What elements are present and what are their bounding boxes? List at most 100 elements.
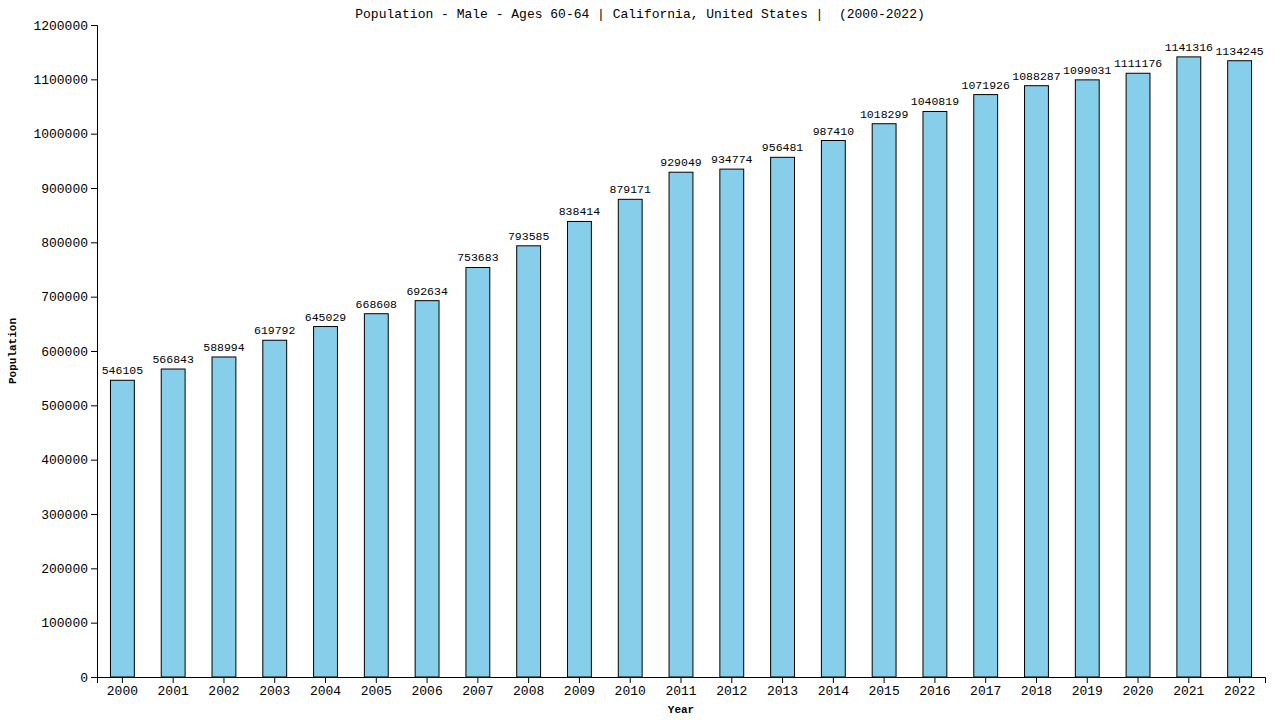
x-tick-mark: [1138, 677, 1139, 683]
data-label: 645029: [305, 311, 347, 324]
x-tick-label: 2007: [462, 684, 493, 699]
plot: 5461055668435889946197926450296686086926…: [33, 19, 1265, 700]
x-tick-mark: [274, 677, 275, 683]
y-tick-label: 600000: [41, 345, 88, 360]
y-tick: 300000: [41, 508, 97, 523]
x-tick-label: 2003: [259, 684, 290, 699]
x-tick: 2010: [615, 677, 646, 699]
y-tick-label: 0: [80, 671, 88, 686]
data-label: 1088287: [1012, 70, 1060, 83]
data-label: 956481: [762, 141, 804, 154]
x-tick-mark: [833, 677, 834, 683]
x-tick-mark: [731, 677, 732, 683]
x-tick-label: 2015: [869, 684, 900, 699]
x-tick-mark: [985, 677, 986, 683]
y-tick-mark: [91, 25, 97, 26]
x-tick-label: 2008: [513, 684, 544, 699]
x-tick-label: 2019: [1072, 684, 1103, 699]
x-tick: 2003: [259, 677, 290, 699]
data-label: 1018299: [860, 108, 908, 121]
data-label: 934774: [711, 153, 753, 166]
x-axis: 2000 2001 2002 2003 2004 2005 2006 2007 2008 2009…: [98, 677, 1266, 699]
x-tick-mark: [1188, 677, 1189, 683]
x-tick-label: 2014: [818, 684, 849, 699]
y-tick: 700000: [41, 290, 97, 305]
x-tick-mark: [782, 677, 783, 683]
bar: [1177, 57, 1201, 677]
data-label: 1141316: [1165, 41, 1213, 54]
x-tick: 2012: [716, 677, 747, 699]
x-tick-label: 2009: [564, 684, 595, 699]
x-tick-mark: [427, 677, 428, 683]
data-label: 566843: [152, 353, 194, 366]
data-label: 588994: [203, 341, 245, 354]
y-tick-mark: [91, 297, 97, 298]
bar: [821, 141, 845, 677]
y-tick-mark: [91, 460, 97, 461]
bar: [618, 199, 642, 677]
x-tick: 2005: [361, 677, 392, 699]
y-tick: 0: [80, 671, 97, 686]
x-tick-mark: [325, 677, 326, 683]
y-tick-label: 1000000: [33, 127, 88, 142]
x-tick: 2009: [564, 677, 595, 699]
y-tick: 100000: [41, 616, 97, 631]
bar: [212, 357, 236, 677]
x-tick: 2006: [411, 677, 442, 699]
x-tick-label: 2013: [767, 684, 798, 699]
data-label: 929049: [660, 156, 702, 169]
title: Population - Male - Ages 60-64 | Califor…: [355, 7, 925, 22]
data-label: 879171: [610, 183, 652, 196]
y-tick-label: 1100000: [33, 73, 88, 88]
bar: [110, 380, 134, 677]
x-tick-label: 2020: [1122, 684, 1153, 699]
data-label: 1134245: [1215, 45, 1263, 58]
y-tick: 600000: [41, 345, 97, 360]
x-tick: 2000: [107, 677, 138, 699]
bar: [923, 111, 947, 677]
bar: [314, 327, 338, 677]
x-tick-mark: [934, 677, 935, 683]
bar: [568, 221, 592, 677]
x-tick-label: 2002: [208, 684, 239, 699]
x-tick-mark: [173, 677, 174, 683]
x-tick: 2007: [462, 677, 493, 699]
x-tick-mark: [1036, 677, 1037, 683]
x-tick-label: 2006: [411, 684, 442, 699]
y-tick-mark: [91, 568, 97, 569]
y-tick-label: 1200000: [33, 19, 88, 34]
x-tick-mark: [1087, 677, 1088, 683]
bar: [974, 95, 998, 677]
x-tick-label: 2010: [615, 684, 646, 699]
x-tick-label: 2001: [158, 684, 189, 699]
chart: 5461055668435889946197926450296686086926…: [0, 0, 1280, 720]
y-tick-mark: [91, 623, 97, 624]
x-axis-title: Year: [668, 704, 694, 716]
data-label: 1099031: [1063, 64, 1111, 77]
data-label: 753683: [457, 251, 499, 264]
x-tick: 2002: [208, 677, 239, 699]
x-tick-mark: [579, 677, 580, 683]
x-tick-label: 2005: [361, 684, 392, 699]
data-label: 692634: [406, 285, 448, 298]
x-tick-label: 2012: [716, 684, 747, 699]
data-label: 1040819: [911, 95, 959, 108]
y-tick: 1100000: [33, 73, 97, 88]
x-tick-label: 2004: [310, 684, 341, 699]
x-tick-mark: [528, 677, 529, 683]
x-tick-label: 2018: [1021, 684, 1052, 699]
y-tick-label: 900000: [41, 182, 88, 197]
y-tick-mark: [91, 188, 97, 189]
x-tick: 2015: [869, 677, 900, 699]
x-tick-mark: [122, 677, 123, 683]
y-axis-title: Population: [7, 318, 19, 384]
y-tick-label: 100000: [41, 616, 88, 631]
y-tick-label: 700000: [41, 290, 88, 305]
x-tick: 2013: [767, 677, 798, 699]
y-tick-label: 400000: [41, 453, 88, 468]
data-labels: 5461055668435889946197926450296686086926…: [102, 41, 1264, 377]
bar: [1126, 73, 1150, 677]
x-tick-mark: [223, 677, 224, 683]
x-tick: 2001: [158, 677, 189, 699]
x-axis-line: [98, 678, 1266, 684]
